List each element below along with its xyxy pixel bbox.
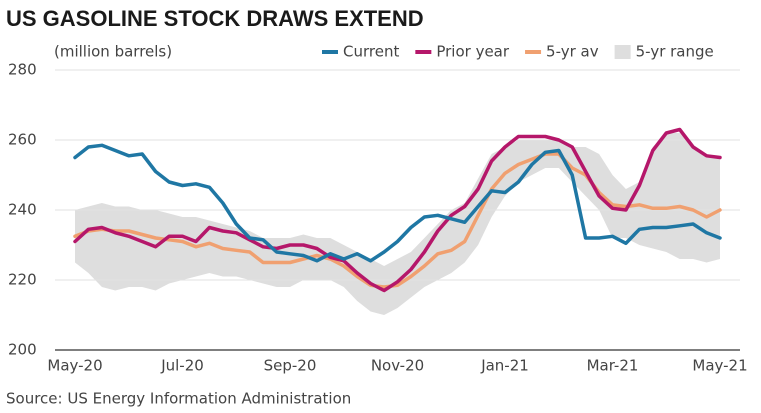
- y-tick-label: 260: [8, 131, 37, 149]
- legend-label: Current: [343, 43, 399, 61]
- chart-title: US GASOLINE STOCK DRAWS EXTEND: [6, 6, 424, 31]
- legend-swatch: [614, 45, 631, 59]
- legend-label: 5-yr av: [546, 43, 599, 61]
- subtitle: (million barrels): [54, 43, 172, 61]
- x-tick-label: Mar-21: [587, 357, 639, 375]
- source: Source: US Energy Information Administra…: [6, 390, 351, 408]
- line-1: [73, 127, 722, 293]
- line-0: [73, 143, 722, 263]
- x-tick-label: May-20: [47, 357, 102, 375]
- legend-label: 5-yr range: [636, 43, 714, 61]
- legend: Current Prior year 5-yr av 5-yr range: [322, 43, 714, 61]
- x-tick-label: Jan-21: [480, 357, 529, 375]
- x-tick-label: Nov-20: [371, 357, 424, 375]
- line-2: [73, 152, 722, 289]
- x-tick-label: May-21: [692, 357, 747, 375]
- plot: 200 220 240 260 280 May-20 Jul-20 Sep-20 Nov-20 J…: [8, 61, 748, 375]
- y-tick-label: 220: [8, 271, 37, 289]
- x-tick-label: Sep-20: [264, 357, 317, 375]
- y-tick-label: 240: [8, 201, 37, 219]
- y-tick-label: 280: [8, 61, 37, 79]
- legend-label: Prior year: [436, 43, 510, 61]
- x-tick-label: Jul-20: [160, 357, 204, 375]
- range-band: [75, 133, 720, 315]
- y-tick-label: 200: [8, 341, 37, 359]
